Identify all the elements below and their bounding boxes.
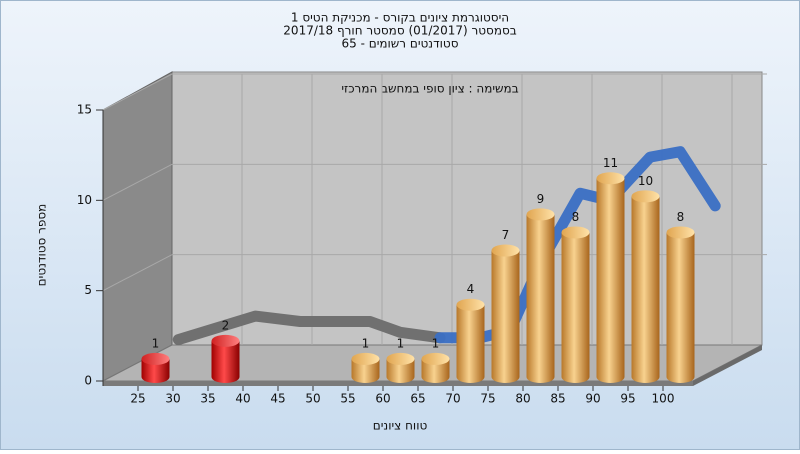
x-tick-label: 90: [585, 392, 600, 406]
bar-body: [666, 232, 695, 377]
bar: [141, 352, 170, 383]
bar-body: [561, 232, 590, 377]
x-tick-label: 80: [515, 392, 530, 406]
floor-side: [693, 345, 762, 386]
curve: [434, 146, 721, 344]
left-wall: [102, 71, 173, 382]
data-label: 4: [467, 282, 475, 296]
bar-body: [211, 340, 240, 377]
x-tick-label: 100: [652, 392, 675, 406]
axes: 0 5 10 15 25 30 35 40 45 50 55 60 65 70 75 80 85 90 95 100: [77, 103, 675, 406]
bar-body: [526, 214, 555, 377]
grid-line: [102, 254, 173, 292]
title-line: היסטוגרמת ציונים בקורס - מכניקת הטיס 1: [291, 11, 509, 25]
x-tick-label: 70: [445, 392, 460, 406]
data-label: 1: [152, 336, 160, 350]
grid: [102, 73, 767, 345]
title-line: סטודנטים רשומים - 65: [341, 37, 458, 51]
bar-top: [211, 334, 240, 347]
bar: [456, 298, 485, 383]
x-tick-label: 65: [410, 392, 425, 406]
data-label: 10: [638, 174, 653, 188]
bar-top: [386, 352, 415, 365]
x-tick-label: 75: [480, 392, 495, 406]
bar-top: [421, 352, 450, 365]
bar: [631, 190, 660, 383]
bar-top: [456, 298, 485, 311]
title-line: בסמסטר (01/2017) סמסטר חורף 2017/18: [283, 24, 516, 38]
bar-top: [561, 226, 590, 239]
bar-top: [596, 172, 625, 185]
annotation: במשימה : ציון סופי במחשב המרכזי: [341, 82, 518, 96]
grid-line: [102, 163, 173, 201]
bar: [561, 226, 590, 383]
y-tick-label: 5: [84, 283, 92, 297]
bar-top: [631, 190, 660, 203]
grid-line: [102, 73, 173, 111]
x-tick-label: 85: [550, 392, 565, 406]
x-tick-label: 55: [340, 392, 355, 406]
bar-body: [491, 250, 520, 377]
bar-top: [491, 244, 520, 257]
bar-body: [631, 196, 660, 377]
data-label: 7: [502, 228, 510, 242]
x-tick-label: 95: [620, 392, 635, 406]
bar-top: [526, 208, 555, 221]
data-label: 11: [603, 156, 618, 170]
bar-top: [666, 226, 695, 239]
curves: [172, 146, 721, 346]
y-tick-label: 0: [84, 374, 92, 388]
bar: [386, 352, 415, 383]
data-label: 2: [222, 318, 230, 332]
y-tick-label: 15: [77, 103, 92, 117]
x-tick-label: 45: [270, 392, 285, 406]
bar: [351, 352, 380, 383]
data-label: 8: [677, 210, 685, 224]
x-tick-label: 25: [130, 392, 145, 406]
bar: [491, 244, 520, 383]
data-label: 1: [362, 336, 370, 350]
bar-body: [456, 304, 485, 377]
bar: [526, 208, 555, 383]
data-label: 9: [537, 192, 545, 206]
x-tick-label: 40: [235, 392, 250, 406]
bar-top: [351, 352, 380, 365]
bar: [421, 352, 450, 383]
x-axis-label: טווח ציונים: [373, 419, 428, 433]
y-tick-label: 10: [77, 193, 92, 207]
x-tick-label: 50: [305, 392, 320, 406]
bar-body: [596, 178, 625, 377]
x-tick-label: 35: [200, 392, 215, 406]
bar-top: [141, 352, 170, 365]
curve: [172, 310, 446, 346]
bar: [596, 172, 625, 383]
x-tick-label: 60: [375, 392, 390, 406]
bar: [211, 334, 240, 383]
bar: [666, 226, 695, 383]
x-tick-label: 30: [165, 392, 180, 406]
y-axis-label: מספר סטודנטים: [35, 204, 49, 287]
data-label: 1: [397, 336, 405, 350]
data-label: 8: [572, 210, 580, 224]
data-label: 1: [432, 336, 440, 350]
